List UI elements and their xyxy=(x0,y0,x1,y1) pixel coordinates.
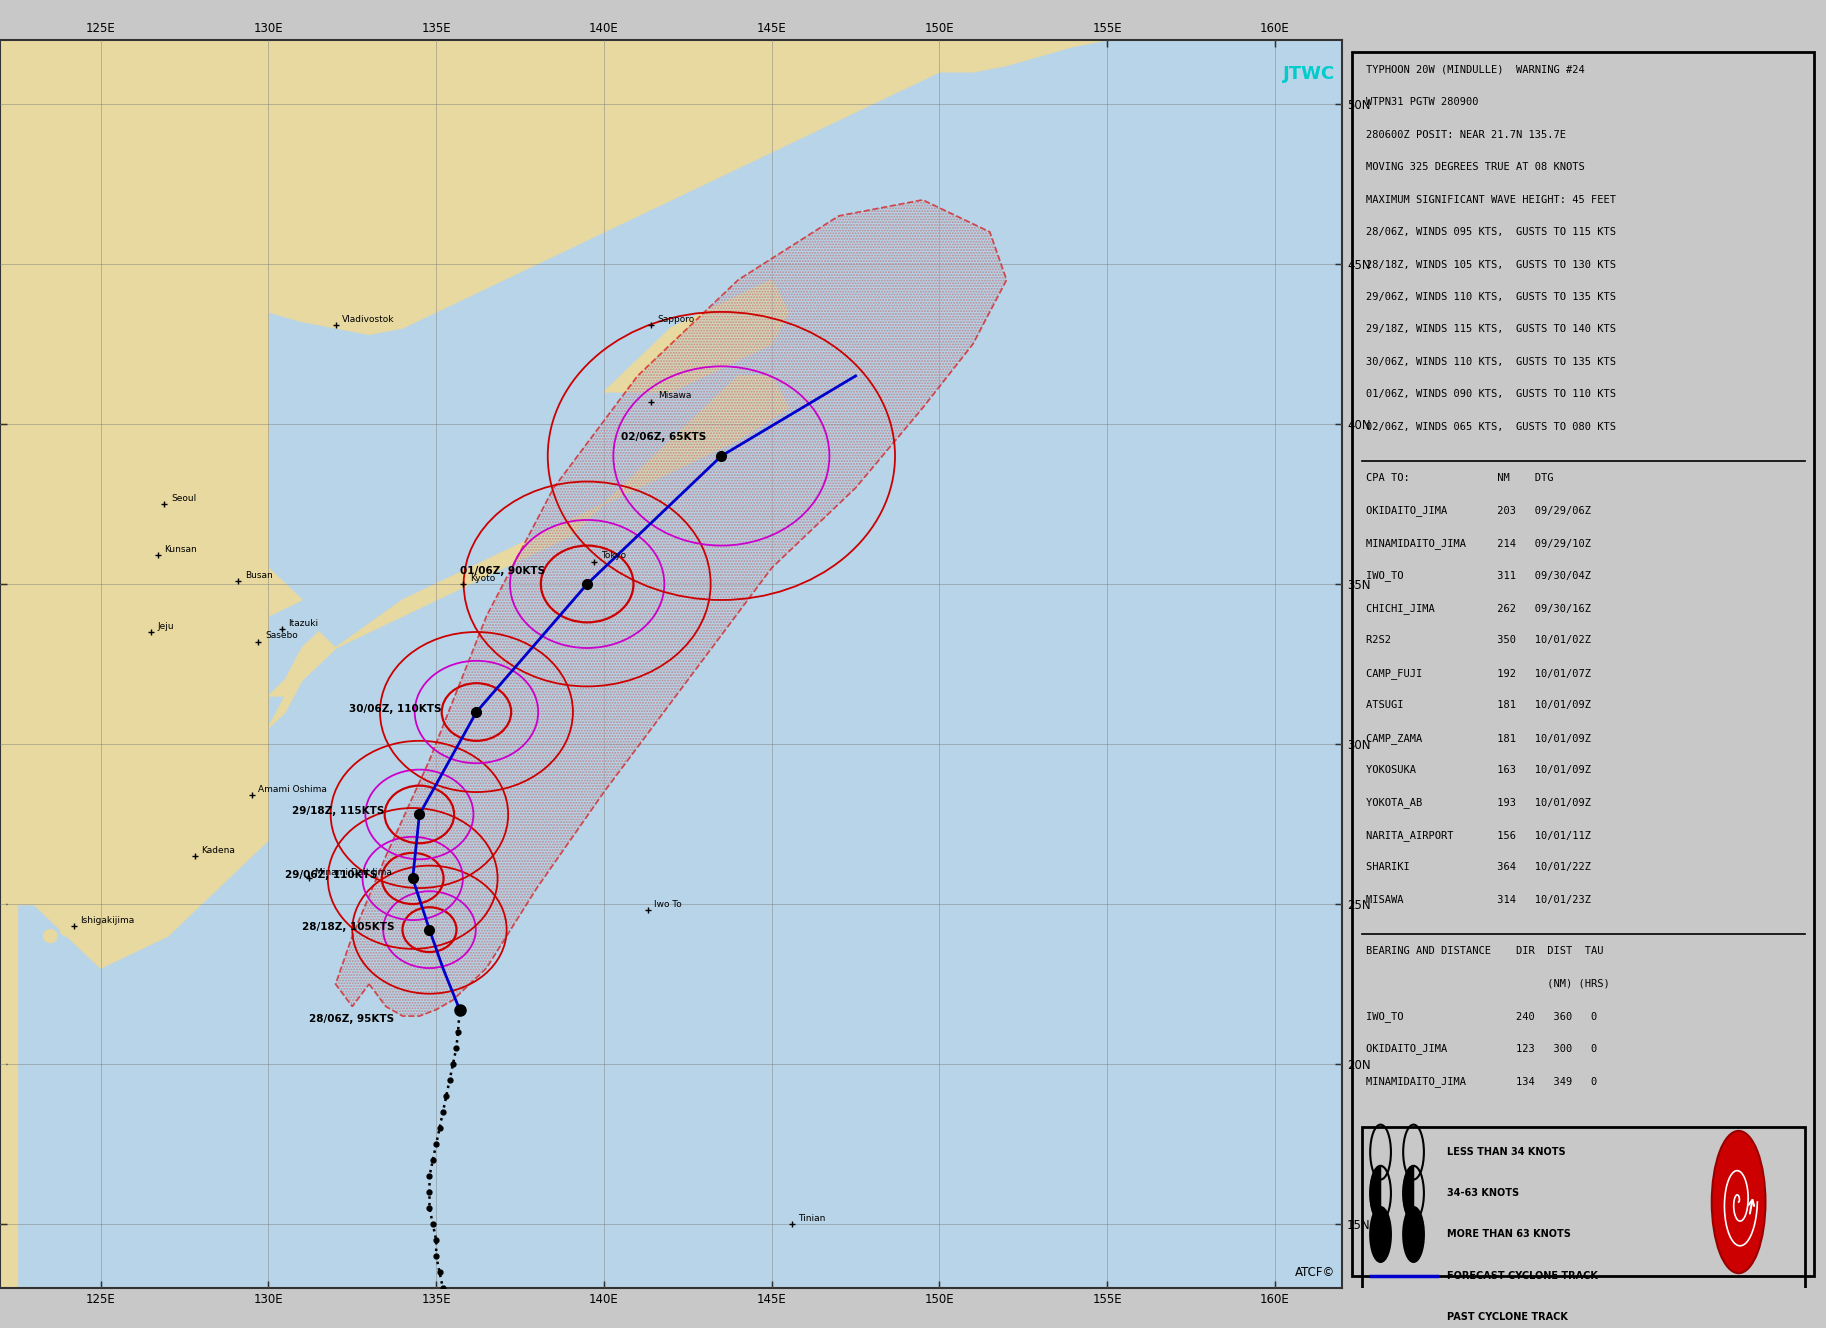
Wedge shape xyxy=(1370,1166,1380,1220)
Circle shape xyxy=(144,866,157,878)
Text: IWO_TO                  240   360   0: IWO_TO 240 360 0 xyxy=(1366,1011,1598,1023)
Text: MINAMIDAITO_JIMA        134   349   0: MINAMIDAITO_JIMA 134 349 0 xyxy=(1366,1076,1598,1086)
Wedge shape xyxy=(1402,1166,1413,1220)
Text: BEARING AND DISTANCE    DIR  DIST  TAU: BEARING AND DISTANCE DIR DIST TAU xyxy=(1366,946,1603,956)
Text: YOKOTA_AB            193   10/01/09Z: YOKOTA_AB 193 10/01/09Z xyxy=(1366,798,1592,809)
Text: Vladivostok: Vladivostok xyxy=(341,315,394,324)
Text: JTWC: JTWC xyxy=(1284,65,1335,84)
Text: MORE THAN 63 KNOTS: MORE THAN 63 KNOTS xyxy=(1446,1230,1570,1239)
Text: Amami Oshima: Amami Oshima xyxy=(257,785,327,794)
Polygon shape xyxy=(0,1032,16,1145)
Text: Kyoto: Kyoto xyxy=(469,574,495,583)
Text: Kunsan: Kunsan xyxy=(164,544,197,554)
Polygon shape xyxy=(336,201,1006,1016)
Polygon shape xyxy=(0,40,1342,335)
Text: NARITA_AIRPORT       156   10/01/11Z: NARITA_AIRPORT 156 10/01/11Z xyxy=(1366,830,1592,841)
Polygon shape xyxy=(0,40,16,1288)
Text: Sasebo: Sasebo xyxy=(265,631,298,640)
Text: Busan: Busan xyxy=(245,571,272,579)
Text: TYPHOON 20W (MINDULLE)  WARNING #24: TYPHOON 20W (MINDULLE) WARNING #24 xyxy=(1366,65,1585,74)
Text: MOVING 325 DEGREES TRUE AT 08 KNOTS: MOVING 325 DEGREES TRUE AT 08 KNOTS xyxy=(1366,162,1585,173)
Text: Itazuki: Itazuki xyxy=(289,619,320,628)
Text: 29/06Z, 110KTS: 29/06Z, 110KTS xyxy=(285,870,378,880)
Text: 02/06Z, 65KTS: 02/06Z, 65KTS xyxy=(621,432,707,442)
Text: 28/18Z, 105KTS: 28/18Z, 105KTS xyxy=(301,922,394,932)
Text: OKIDAITO_JIMA        203   09/29/06Z: OKIDAITO_JIMA 203 09/29/06Z xyxy=(1366,506,1592,517)
Text: 29/18Z, WINDS 115 KTS,  GUSTS TO 140 KTS: 29/18Z, WINDS 115 KTS, GUSTS TO 140 KTS xyxy=(1366,324,1616,335)
Text: 34-63 KNOTS: 34-63 KNOTS xyxy=(1446,1189,1519,1198)
Polygon shape xyxy=(68,462,301,616)
Text: CHICHI_JIMA          262   09/30/16Z: CHICHI_JIMA 262 09/30/16Z xyxy=(1366,603,1592,614)
Text: 28/06Z, 95KTS: 28/06Z, 95KTS xyxy=(309,1015,394,1024)
Text: 02/06Z, WINDS 065 KTS,  GUSTS TO 080 KTS: 02/06Z, WINDS 065 KTS, GUSTS TO 080 KTS xyxy=(1366,422,1616,432)
Polygon shape xyxy=(0,888,16,1007)
Polygon shape xyxy=(0,712,268,968)
Text: MINAMIDAITO_JIMA     214   09/29/10Z: MINAMIDAITO_JIMA 214 09/29/10Z xyxy=(1366,538,1592,548)
Text: CAMP_ZAMA            181   10/01/09Z: CAMP_ZAMA 181 10/01/09Z xyxy=(1366,733,1592,744)
Polygon shape xyxy=(268,376,789,728)
Text: CPA TO:              NM    DTG: CPA TO: NM DTG xyxy=(1366,473,1554,483)
Text: PAST CYCLONE TRACK: PAST CYCLONE TRACK xyxy=(1446,1312,1567,1321)
Text: Seoul: Seoul xyxy=(172,494,197,503)
Text: LESS THAN 34 KNOTS: LESS THAN 34 KNOTS xyxy=(1446,1147,1565,1157)
Text: 01/06Z, WINDS 090 KTS,  GUSTS TO 110 KTS: 01/06Z, WINDS 090 KTS, GUSTS TO 110 KTS xyxy=(1366,389,1616,400)
Polygon shape xyxy=(0,744,133,904)
Text: 28/18Z, WINDS 105 KTS,  GUSTS TO 130 KTS: 28/18Z, WINDS 105 KTS, GUSTS TO 130 KTS xyxy=(1366,259,1616,270)
Text: SHARIKI              364   10/01/22Z: SHARIKI 364 10/01/22Z xyxy=(1366,862,1592,872)
Polygon shape xyxy=(604,280,789,392)
Text: (NM) (HRS): (NM) (HRS) xyxy=(1366,979,1611,988)
Circle shape xyxy=(60,923,73,936)
Text: WTPN31 PGTW 280900: WTPN31 PGTW 280900 xyxy=(1366,97,1479,108)
Text: Ishigakijima: Ishigakijima xyxy=(80,916,135,926)
Text: 29/06Z, WINDS 110 KTS,  GUSTS TO 135 KTS: 29/06Z, WINDS 110 KTS, GUSTS TO 135 KTS xyxy=(1366,292,1616,301)
Circle shape xyxy=(177,834,192,846)
Text: YOKOSUKA             163   10/01/09Z: YOKOSUKA 163 10/01/09Z xyxy=(1366,765,1592,776)
Text: 01/06Z, 90KTS: 01/06Z, 90KTS xyxy=(460,566,544,576)
Circle shape xyxy=(161,850,175,862)
Text: IWO_TO               311   09/30/04Z: IWO_TO 311 09/30/04Z xyxy=(1366,571,1592,582)
Circle shape xyxy=(245,753,257,766)
Text: FORECAST CYCLONE TRACK: FORECAST CYCLONE TRACK xyxy=(1446,1271,1598,1280)
Circle shape xyxy=(111,898,124,911)
Circle shape xyxy=(1370,1207,1391,1262)
Text: Misawa: Misawa xyxy=(657,392,690,400)
Text: R2S2                 350   10/01/02Z: R2S2 350 10/01/02Z xyxy=(1366,635,1592,645)
Circle shape xyxy=(195,807,208,821)
Text: ATSUGI               181   10/01/09Z: ATSUGI 181 10/01/09Z xyxy=(1366,700,1592,710)
Circle shape xyxy=(44,930,57,943)
Text: Tinian: Tinian xyxy=(798,1214,825,1223)
Polygon shape xyxy=(252,632,336,696)
Text: MISAWA               314   10/01/23Z: MISAWA 314 10/01/23Z xyxy=(1366,895,1592,904)
Circle shape xyxy=(228,770,241,782)
Text: 28/06Z, WINDS 095 KTS,  GUSTS TO 115 KTS: 28/06Z, WINDS 095 KTS, GUSTS TO 115 KTS xyxy=(1366,227,1616,238)
Polygon shape xyxy=(0,40,268,744)
Bar xyxy=(1362,1127,1804,1328)
Text: 30/06Z, 110KTS: 30/06Z, 110KTS xyxy=(349,704,442,714)
Text: Jeju: Jeju xyxy=(157,622,173,631)
Text: Minami Dait Jima: Minami Dait Jima xyxy=(316,869,393,878)
Circle shape xyxy=(77,914,91,927)
Text: MAXIMUM SIGNIFICANT WAVE HEIGHT: 45 FEET: MAXIMUM SIGNIFICANT WAVE HEIGHT: 45 FEET xyxy=(1366,195,1616,205)
Circle shape xyxy=(1402,1207,1424,1262)
Text: Kadena: Kadena xyxy=(201,846,236,855)
Text: CAMP_FUJI            192   10/01/07Z: CAMP_FUJI 192 10/01/07Z xyxy=(1366,668,1592,679)
Text: 30/06Z, WINDS 110 KTS,  GUSTS TO 135 KTS: 30/06Z, WINDS 110 KTS, GUSTS TO 135 KTS xyxy=(1366,357,1616,367)
Text: Tokyo: Tokyo xyxy=(601,551,626,560)
Text: 280600Z POSIT: NEAR 21.7N 135.7E: 280600Z POSIT: NEAR 21.7N 135.7E xyxy=(1366,130,1567,139)
Text: ATCF©: ATCF© xyxy=(1295,1266,1335,1279)
Text: Sapporo: Sapporo xyxy=(657,315,696,324)
Text: Iwo To: Iwo To xyxy=(654,900,683,910)
Circle shape xyxy=(1711,1131,1766,1274)
Text: 29/18Z, 115KTS: 29/18Z, 115KTS xyxy=(292,806,383,817)
Circle shape xyxy=(212,786,225,798)
Text: OKIDAITO_JIMA           123   300   0: OKIDAITO_JIMA 123 300 0 xyxy=(1366,1044,1598,1054)
